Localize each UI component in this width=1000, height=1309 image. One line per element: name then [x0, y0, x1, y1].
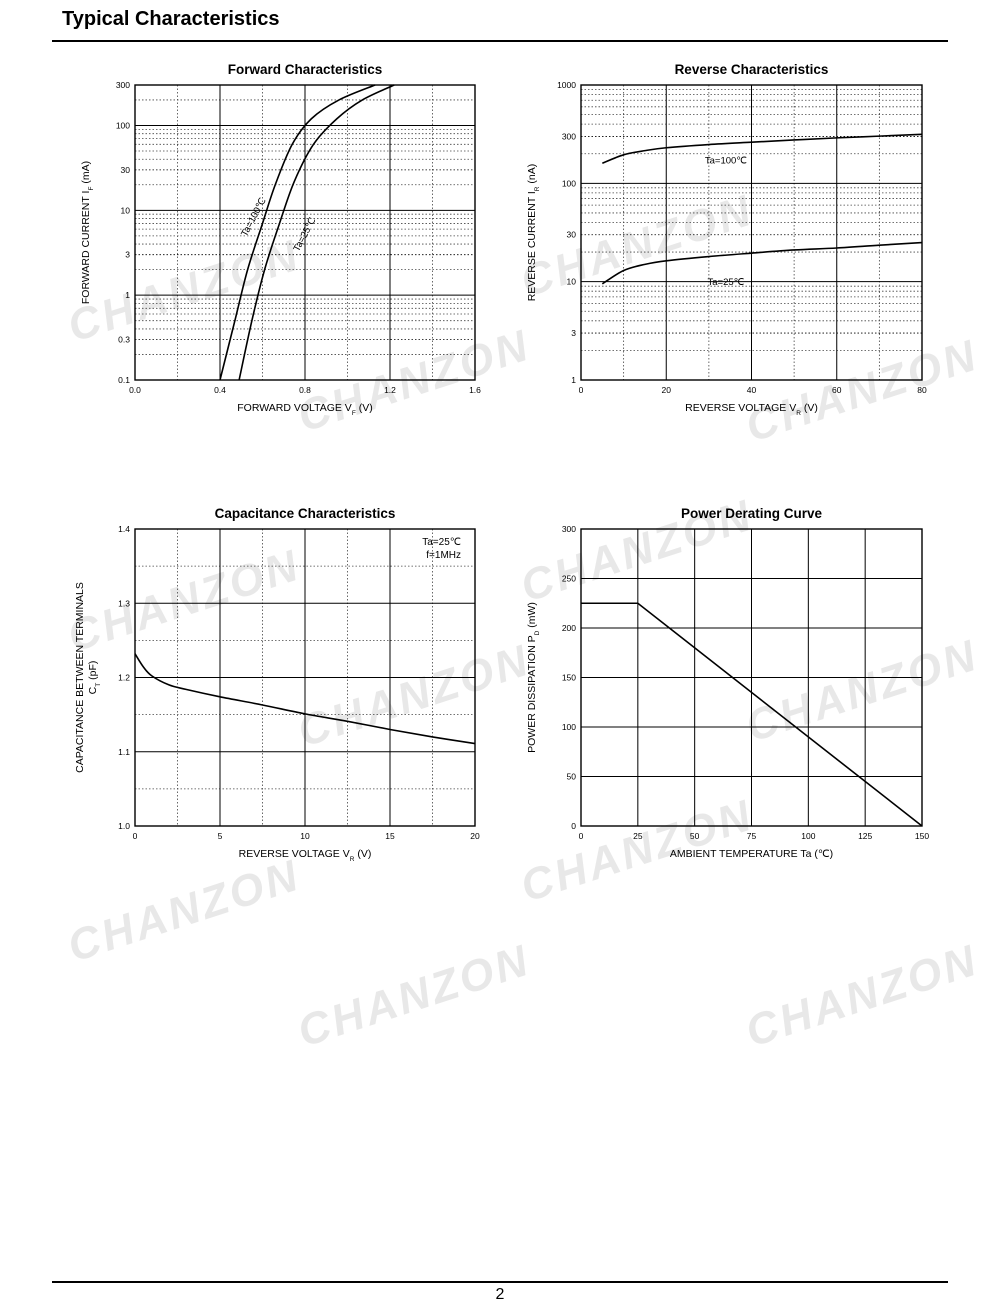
series-label: Ta=100℃ [705, 155, 747, 166]
annotation-text: f=1MHz [426, 550, 461, 561]
x-tick-label: 60 [832, 385, 842, 395]
y-tick-label: 100 [562, 722, 576, 732]
x-tick-label: 0.8 [299, 385, 311, 395]
y-tick-label: 1.1 [118, 747, 130, 757]
x-tick-label: 0 [579, 385, 584, 395]
series-line [238, 84, 395, 381]
chart-2: Reverse Characteristics 1 3 10 30 100 300 1000 0… [526, 62, 927, 417]
y-tick-label: 250 [562, 574, 576, 584]
y-tick-label: 1000 [557, 80, 576, 90]
y-tick-label: 3 [571, 328, 576, 338]
x-tick-label: 1.2 [384, 385, 396, 395]
y-tick-label: 200 [562, 623, 576, 633]
y-tick-label: 1.3 [118, 598, 130, 608]
y-tick-label: 30 [567, 230, 577, 240]
header-divider [52, 40, 948, 42]
x-tick-label: 80 [917, 385, 927, 395]
y-axis-label: POWER DISSIPATION PD (mW) [526, 602, 541, 753]
plot-frame [580, 528, 923, 827]
x-tick-label: 50 [690, 831, 700, 841]
x-tick-label: 150 [915, 831, 929, 841]
series-line [134, 653, 476, 745]
y-tick-label: 1.2 [118, 673, 130, 683]
plot-frame [580, 84, 923, 381]
x-tick-label: 100 [801, 831, 815, 841]
y-axis-label: REVERSE CURRENT IR (nA) [526, 164, 541, 302]
y-tick-label: 100 [116, 120, 130, 130]
chart-title: Capacitance Characteristics [215, 506, 396, 521]
y-tick-label: 1.4 [118, 524, 130, 534]
y-tick-label: 1 [571, 375, 576, 385]
x-tick-label: 75 [747, 831, 757, 841]
x-tick-label: 0.4 [214, 385, 226, 395]
y-axis-label: FORWARD CURRENT IF (mA) [80, 161, 95, 304]
y-tick-label: 0.1 [118, 375, 130, 385]
series-line [602, 133, 923, 165]
series-line [601, 241, 923, 285]
y-tick-label: 10 [567, 277, 577, 287]
x-axis-label: REVERSE VOLTAGE VR (V) [239, 848, 372, 863]
y-tick-label: 1 [125, 290, 130, 300]
y-tick-label: 3 [125, 250, 130, 260]
annotation-text: Ta=25℃ [422, 537, 461, 548]
page-number: 2 [495, 1286, 505, 1303]
x-tick-label: 40 [747, 385, 757, 395]
chart-4: Power Derating Curve 0 50 100 150 200 250 300 0 2… [526, 506, 929, 860]
chart-title: Forward Characteristics [228, 62, 383, 77]
x-tick-label: 5 [218, 831, 223, 841]
x-axis-label: REVERSE VOLTAGE VR (V) [685, 402, 818, 417]
x-tick-label: 0 [133, 831, 138, 841]
y-tick-label: 100 [562, 178, 576, 188]
y-tick-label: 300 [562, 131, 576, 141]
x-axis-label: FORWARD VOLTAGE VF (V) [237, 402, 372, 417]
y-tick-label: 50 [567, 772, 577, 782]
y-tick-label: 0.3 [118, 335, 130, 345]
series-line [219, 84, 376, 381]
x-tick-label: 20 [662, 385, 672, 395]
x-tick-label: 10 [300, 831, 310, 841]
page-title: Typical Characteristics [62, 8, 280, 30]
chart-title: Power Derating Curve [681, 506, 823, 521]
plot-frame [134, 84, 476, 381]
y-axis-label: CAPACITANCE BETWEEN TERMINALSCT (pF) [74, 582, 102, 773]
y-tick-label: 150 [562, 673, 576, 683]
y-tick-label: 300 [116, 80, 130, 90]
chart-1: Forward Characteristics 0.1 0.3 1 3 10 30 100 30… [80, 62, 481, 417]
chart-title: Reverse Characteristics [675, 62, 829, 77]
x-tick-label: 1.6 [469, 385, 481, 395]
x-tick-label: 125 [858, 831, 872, 841]
chart-3: Capacitance Characteristics 1.0 1.1 1.2 1.3 1… [74, 506, 480, 863]
x-tick-label: 0 [579, 831, 584, 841]
x-tick-label: 15 [385, 831, 395, 841]
footer-divider [52, 1281, 948, 1283]
x-tick-label: 25 [633, 831, 643, 841]
series-label: Ta=25℃ [708, 277, 745, 288]
y-tick-label: 1.0 [118, 821, 130, 831]
y-tick-label: 10 [121, 205, 131, 215]
y-tick-label: 30 [121, 165, 131, 175]
series-line [581, 602, 923, 827]
y-tick-label: 300 [562, 524, 576, 534]
x-tick-label: 0.0 [129, 385, 141, 395]
x-tick-label: 20 [470, 831, 480, 841]
x-axis-label: AMBIENT TEMPERATURE Ta (℃) [670, 848, 833, 860]
y-tick-label: 0 [571, 821, 576, 831]
plot-frame [134, 528, 476, 827]
